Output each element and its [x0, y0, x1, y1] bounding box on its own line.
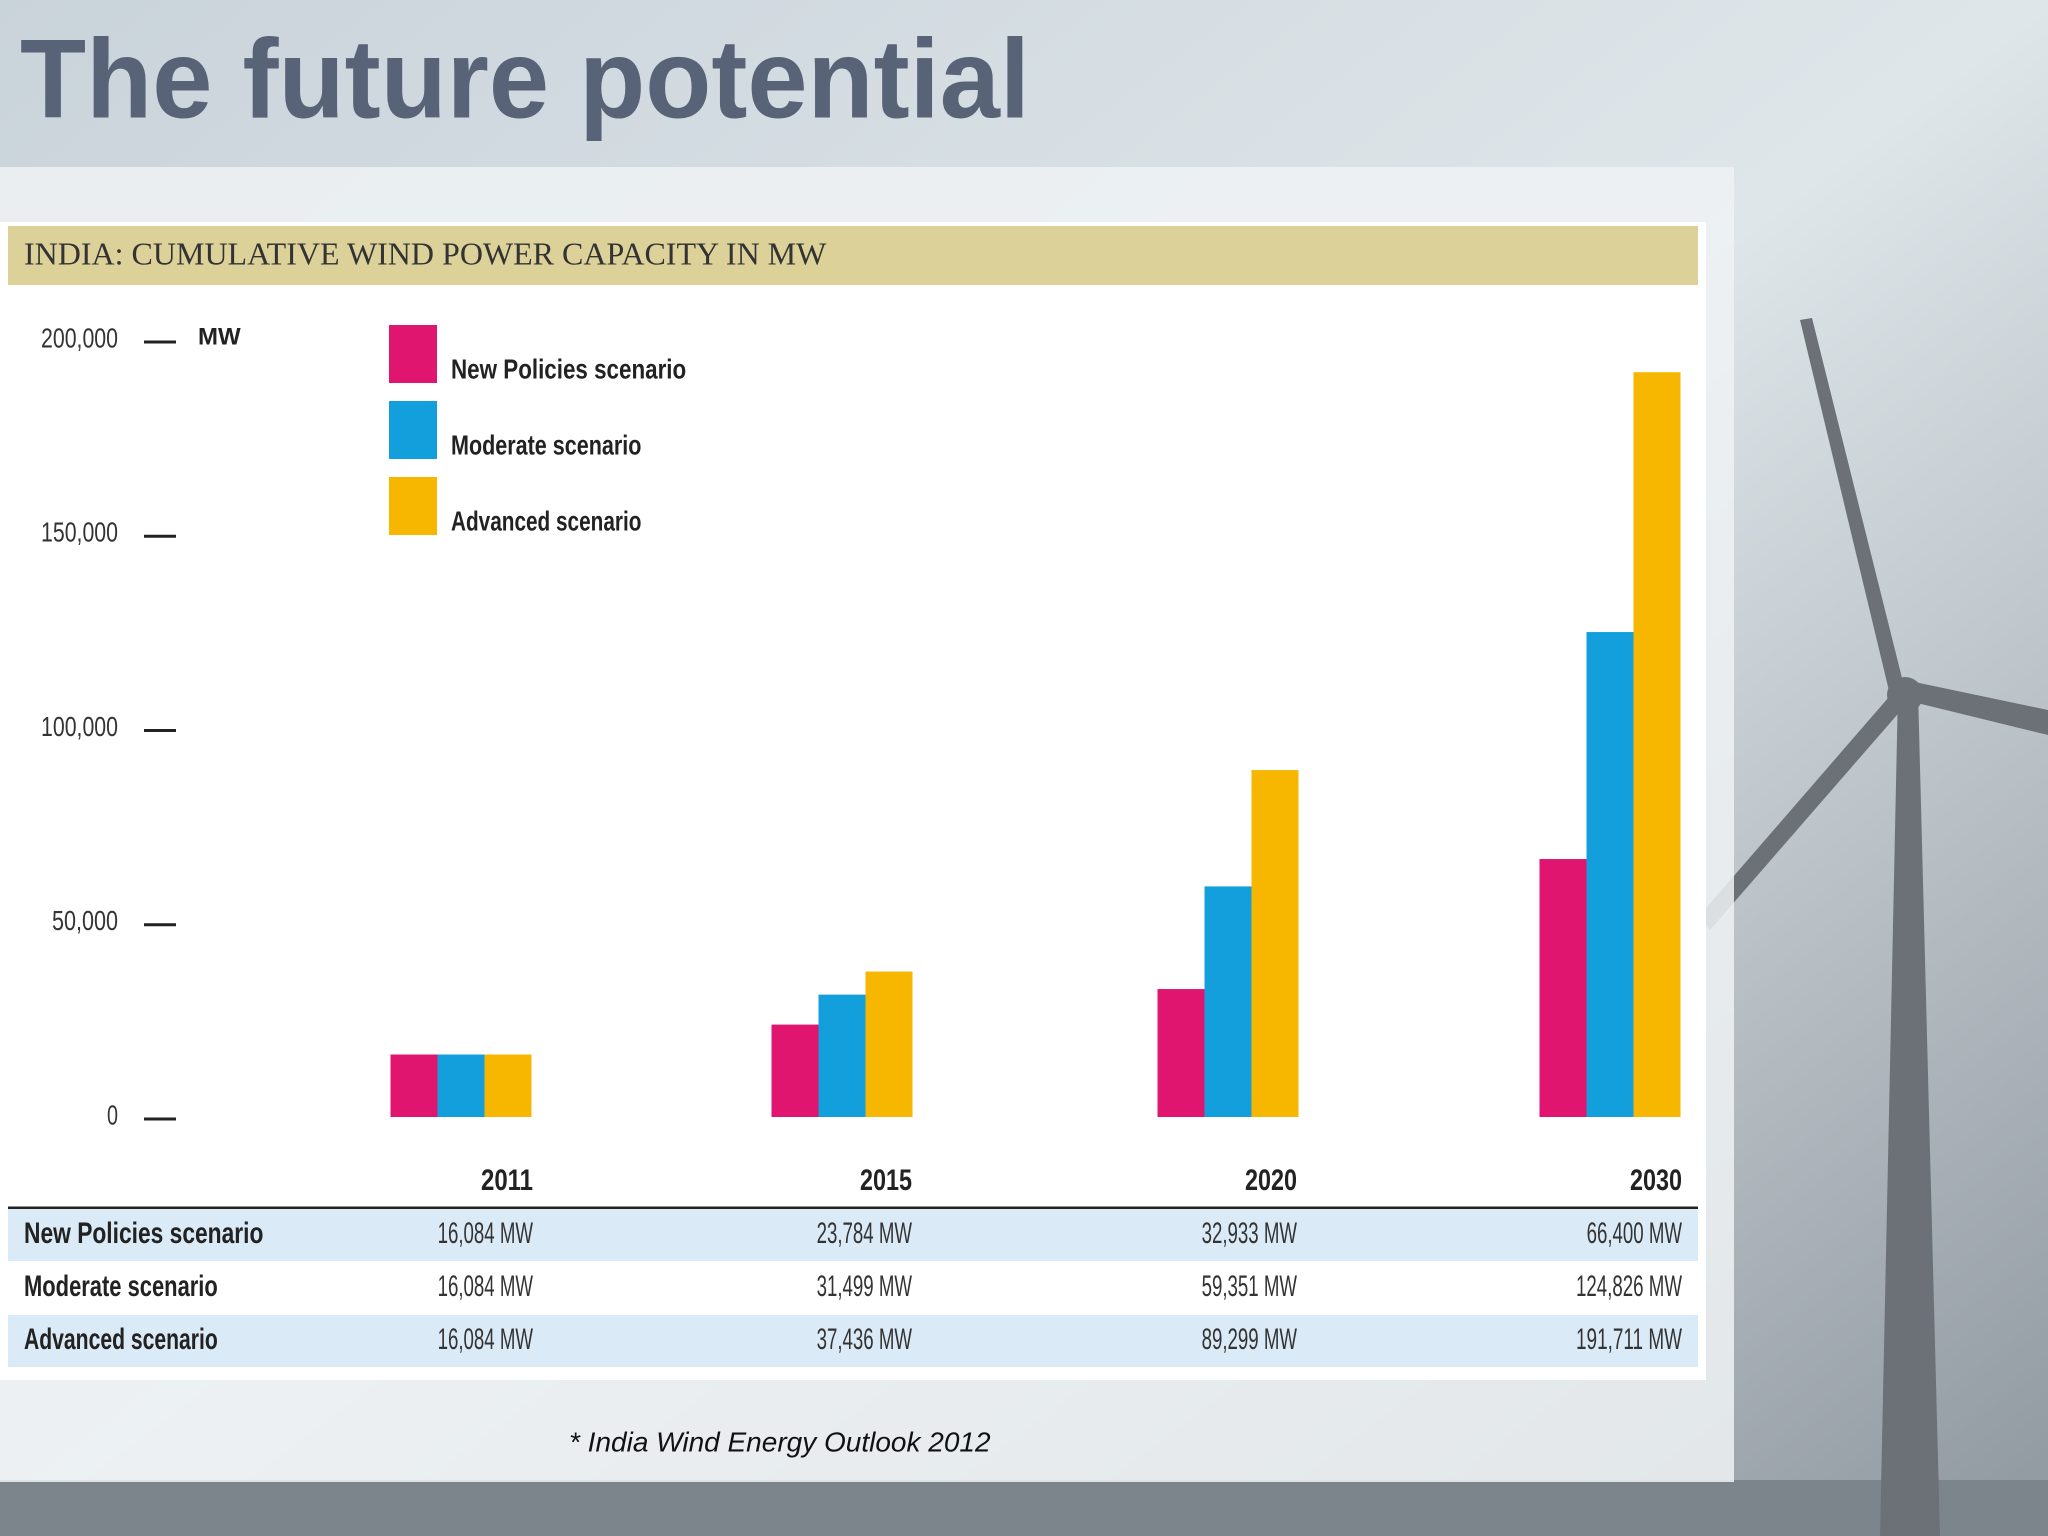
table-cell: 16,084 MW — [438, 1323, 534, 1356]
turbine-hub — [1887, 677, 1923, 713]
turbine-tower — [1880, 690, 1940, 1536]
bar — [771, 1024, 819, 1117]
table-cell: 23,784 MW — [817, 1217, 913, 1250]
table-row-band — [8, 1209, 1698, 1261]
bar — [818, 994, 866, 1117]
table-cell: 191,711 MW — [1576, 1323, 1682, 1356]
table-cell: 16,084 MW — [438, 1217, 534, 1250]
turbine-blade — [1700, 690, 1910, 930]
bar — [437, 1054, 485, 1117]
x-tick-label: 2015 — [860, 1164, 912, 1197]
table-row-label: Moderate scenario — [24, 1270, 218, 1303]
y-tick-label: 100,000 — [41, 711, 118, 742]
bar — [1251, 770, 1299, 1117]
table-cell: 37,436 MW — [817, 1323, 913, 1356]
table-cell: 59,351 MW — [1202, 1270, 1298, 1303]
ground — [0, 1480, 2048, 1536]
legend-swatch — [389, 401, 437, 459]
table-row-label: New Policies scenario — [24, 1217, 263, 1250]
chart-panel — [0, 222, 1706, 1380]
table-cell: 16,084 MW — [438, 1270, 534, 1303]
y-tick-label: 200,000 — [41, 322, 118, 353]
legend-label: Advanced scenario — [451, 505, 641, 536]
legend-swatch — [389, 325, 437, 383]
chart-title: INDIA: CUMULATIVE WIND POWER CAPACITY IN… — [24, 235, 827, 271]
turbine-blade — [1905, 680, 2048, 735]
x-tick-label: 2030 — [1630, 1164, 1682, 1197]
legend-swatch — [389, 477, 437, 535]
bar — [1633, 372, 1681, 1117]
bar — [1204, 886, 1252, 1117]
table-cell: 89,299 MW — [1202, 1323, 1298, 1356]
legend-label: Moderate scenario — [451, 429, 641, 460]
y-tick-label: 0 — [107, 1099, 118, 1130]
table-cell: 32,933 MW — [1202, 1217, 1298, 1250]
slide-title: The future potential — [20, 17, 1030, 142]
legend-label: New Policies scenario — [451, 353, 686, 384]
table-cell: 124,826 MW — [1576, 1270, 1682, 1303]
x-tick-label: 2011 — [481, 1164, 533, 1197]
y-tick-label: 150,000 — [41, 517, 118, 548]
x-tick-label: 2020 — [1245, 1164, 1297, 1197]
table-cell: 66,400 MW — [1587, 1217, 1683, 1250]
table-row-band — [8, 1315, 1698, 1367]
bar — [1586, 632, 1634, 1117]
bar — [390, 1054, 438, 1117]
bar — [865, 971, 913, 1117]
bar — [1539, 859, 1587, 1117]
table-cell: 31,499 MW — [817, 1270, 913, 1303]
chart-title-bar — [8, 226, 1698, 285]
y-axis-unit: MW — [198, 323, 241, 350]
turbine-blade — [1800, 318, 1905, 695]
turbine — [1700, 318, 2048, 1536]
y-tick-label: 50,000 — [52, 905, 118, 936]
footnote: * India Wind Energy Outlook 2012 — [569, 1426, 991, 1457]
bar — [484, 1054, 532, 1117]
bar — [1157, 989, 1205, 1117]
table-row-label: Advanced scenario — [24, 1323, 218, 1356]
